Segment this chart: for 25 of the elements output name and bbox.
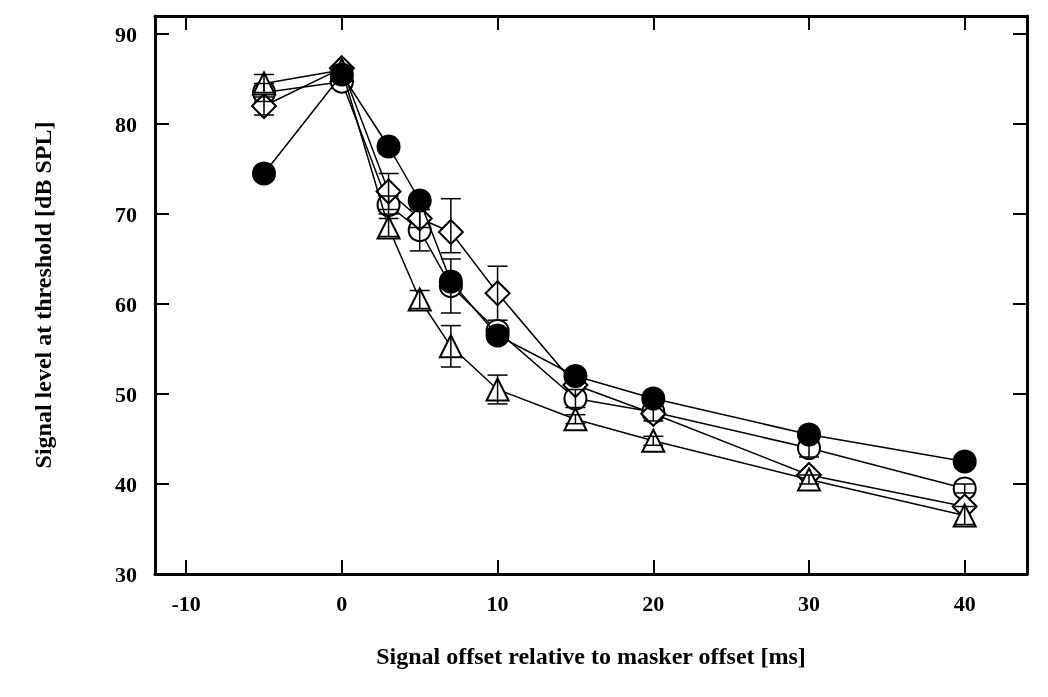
y-tick-label: 50 (115, 381, 137, 407)
x-tick-label: 20 (642, 590, 665, 616)
x-tick-label: 40 (953, 590, 976, 616)
y-tick-label: 90 (115, 21, 137, 47)
x-axis-title: Signal offset relative to masker offset [ms] (376, 643, 806, 669)
y-tick-label: 60 (115, 291, 137, 317)
point (797, 422, 821, 447)
x-tick-label: -10 (171, 590, 201, 616)
y-tick-label: 30 (115, 561, 137, 587)
point (485, 323, 510, 348)
point (329, 62, 354, 87)
y-tick-label: 40 (115, 471, 137, 497)
x-tick-label: 30 (798, 590, 820, 616)
point (563, 364, 588, 388)
point (484, 280, 511, 307)
point (952, 449, 977, 474)
y-tick-label: 70 (115, 201, 137, 227)
y-axis-title: Signal level at threshold [dB SPL] (30, 121, 56, 469)
x-tick-label: 0 (336, 590, 348, 616)
point (407, 188, 432, 213)
x-tick-label: 10 (486, 590, 509, 616)
point (252, 161, 276, 186)
y-tick-label: 80 (115, 111, 137, 137)
point (376, 134, 401, 159)
point (438, 269, 463, 294)
